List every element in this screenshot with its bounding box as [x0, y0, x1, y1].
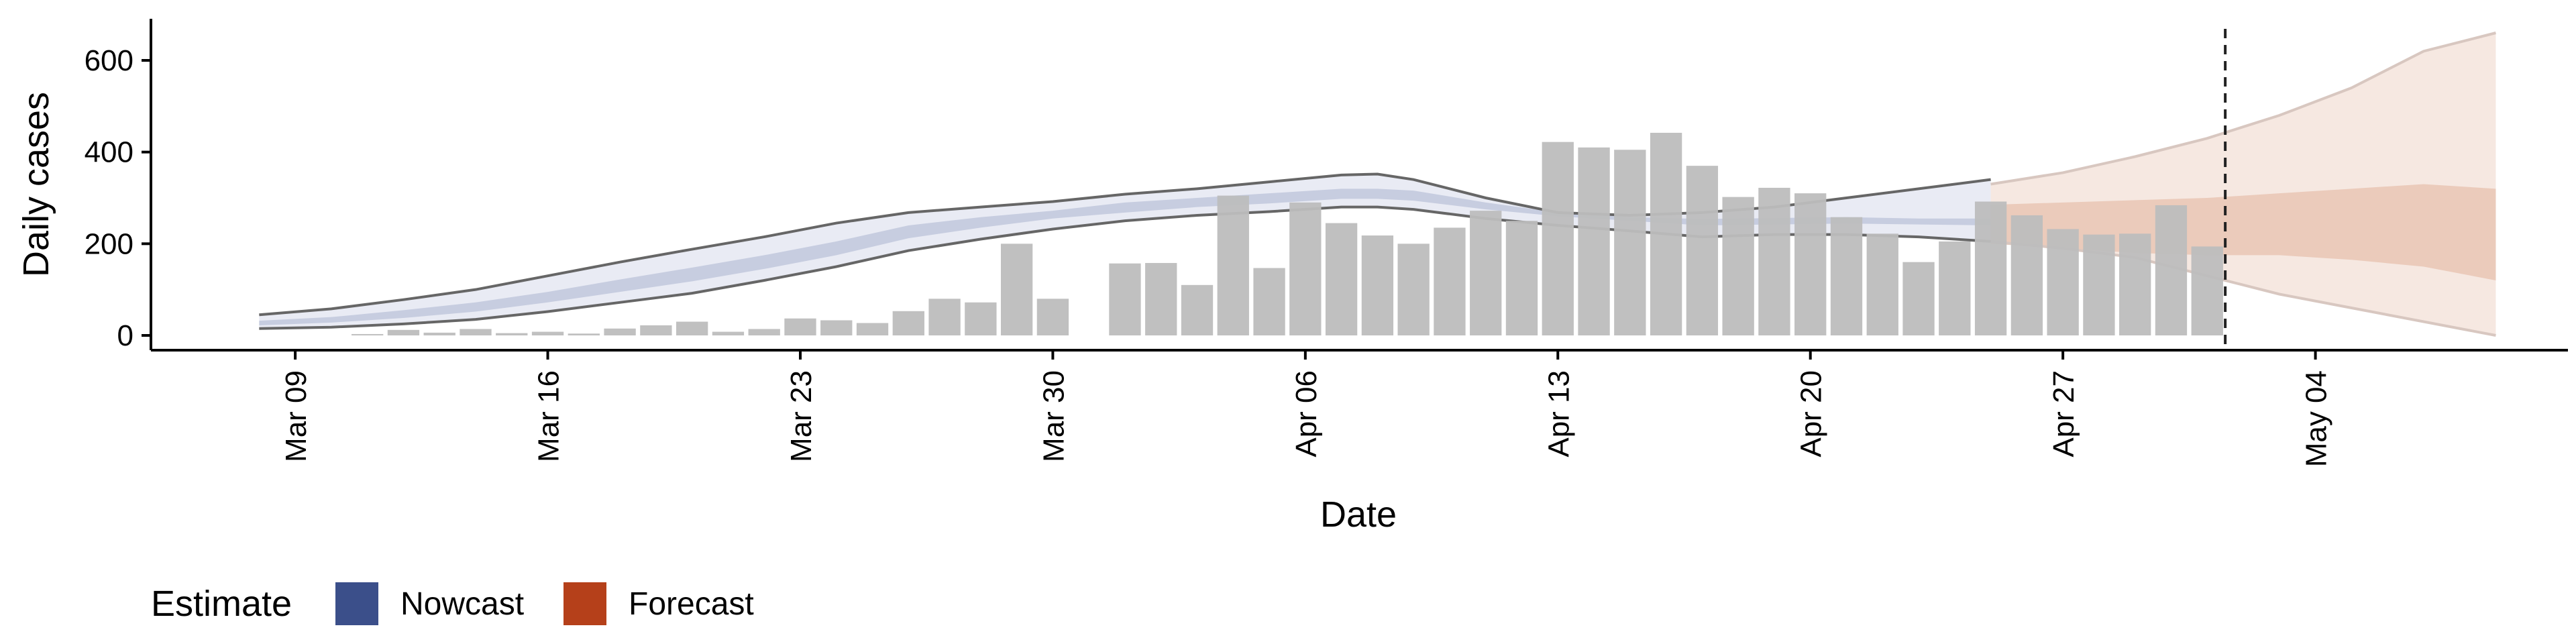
- case-bar: [2010, 215, 2043, 335]
- case-bar: [856, 323, 889, 335]
- case-bar: [568, 333, 600, 335]
- case-bar: [640, 325, 672, 335]
- case-bar: [1650, 132, 1682, 335]
- case-bar: [1253, 268, 1285, 335]
- case-bar: [2083, 234, 2115, 335]
- y-axis-title: Daily cases: [16, 92, 56, 277]
- x-tick-label: Apr 06: [1290, 370, 1323, 458]
- x-tick-label: Mar 16: [533, 370, 566, 462]
- x-tick-label: Apr 13: [1542, 370, 1575, 458]
- case-bar: [1974, 201, 2007, 335]
- x-tick-label: Apr 20: [1795, 370, 1828, 458]
- case-bar: [1686, 166, 1719, 335]
- case-bar: [531, 331, 564, 335]
- case-bar: [784, 318, 816, 335]
- case-bar: [712, 331, 745, 335]
- case-bar: [496, 333, 528, 335]
- case-bar: [1217, 195, 1249, 335]
- legend-label-nowcast: Nowcast: [400, 586, 524, 622]
- case-bar: [604, 328, 636, 335]
- case-bar: [2047, 229, 2079, 335]
- case-bar: [1036, 299, 1069, 335]
- y-tick-label: 0: [117, 319, 133, 352]
- case-bar: [1470, 211, 1502, 335]
- x-tick-label: Apr 27: [2047, 370, 2080, 458]
- case-bar: [1794, 193, 1827, 335]
- x-axis-title: Date: [1320, 494, 1397, 535]
- x-tick-label: Mar 23: [785, 370, 818, 462]
- case-bar: [1000, 244, 1033, 335]
- case-bar: [1866, 233, 1898, 335]
- case-bar: [1109, 263, 1141, 335]
- case-bar: [387, 329, 420, 335]
- y-tick-label: 400: [85, 136, 133, 169]
- case-bar: [2155, 205, 2188, 335]
- case-bar: [1289, 202, 1322, 335]
- case-bar: [820, 320, 853, 335]
- axes: 0 200 400 600 Mar 09 Mar 16 Mar 23 Mar 30 Apr 06…: [85, 19, 2568, 467]
- plot-area: [259, 29, 2496, 350]
- nowcast-inner-band: [259, 189, 1991, 325]
- case-bar: [460, 329, 492, 335]
- x-tick-label: May 04: [2300, 370, 2333, 467]
- case-bar: [1505, 221, 1538, 335]
- legend: Estimate Nowcast Forecast: [151, 582, 754, 625]
- case-bar: [2191, 246, 2223, 335]
- case-bar: [1361, 235, 1394, 335]
- case-bar: [928, 299, 961, 335]
- legend-label-forecast: Forecast: [629, 586, 754, 622]
- case-bar: [1397, 244, 1430, 335]
- legend-title: Estimate: [151, 584, 292, 624]
- forecast-upper-line: [1990, 32, 2496, 186]
- case-bar: [748, 329, 780, 335]
- case-bar: [1542, 142, 1574, 335]
- case-bar: [1939, 241, 1971, 335]
- case-bar: [423, 332, 455, 335]
- case-bar: [351, 333, 384, 335]
- case-bar: [1722, 197, 1754, 335]
- forecast-inner-band: [1990, 184, 2496, 280]
- x-tick-label: Mar 30: [1037, 370, 1070, 462]
- case-bar: [1145, 263, 1177, 335]
- case-bar: [1758, 187, 1790, 335]
- case-bar: [892, 311, 924, 335]
- legend-swatch-nowcast: [335, 582, 378, 625]
- case-bar: [1614, 150, 1646, 335]
- legend-swatch-forecast: [564, 582, 606, 625]
- case-bar: [1578, 147, 1610, 336]
- y-tick-label: 600: [85, 44, 133, 77]
- case-bar: [1434, 227, 1466, 335]
- case-bar: [1181, 284, 1214, 335]
- case-bar: [2119, 233, 2151, 335]
- case-bar: [965, 302, 997, 335]
- case-bar: [1830, 217, 1863, 335]
- y-tick-label: 200: [85, 227, 133, 260]
- x-tick-label: Mar 09: [280, 370, 313, 462]
- case-bar: [1325, 223, 1358, 335]
- case-bar: [676, 321, 708, 335]
- case-bar: [1902, 262, 1935, 335]
